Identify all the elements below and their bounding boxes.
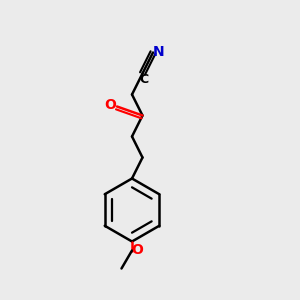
Text: C: C — [140, 73, 148, 86]
Text: N: N — [153, 45, 164, 59]
Text: O: O — [104, 98, 116, 112]
Text: O: O — [131, 243, 143, 256]
